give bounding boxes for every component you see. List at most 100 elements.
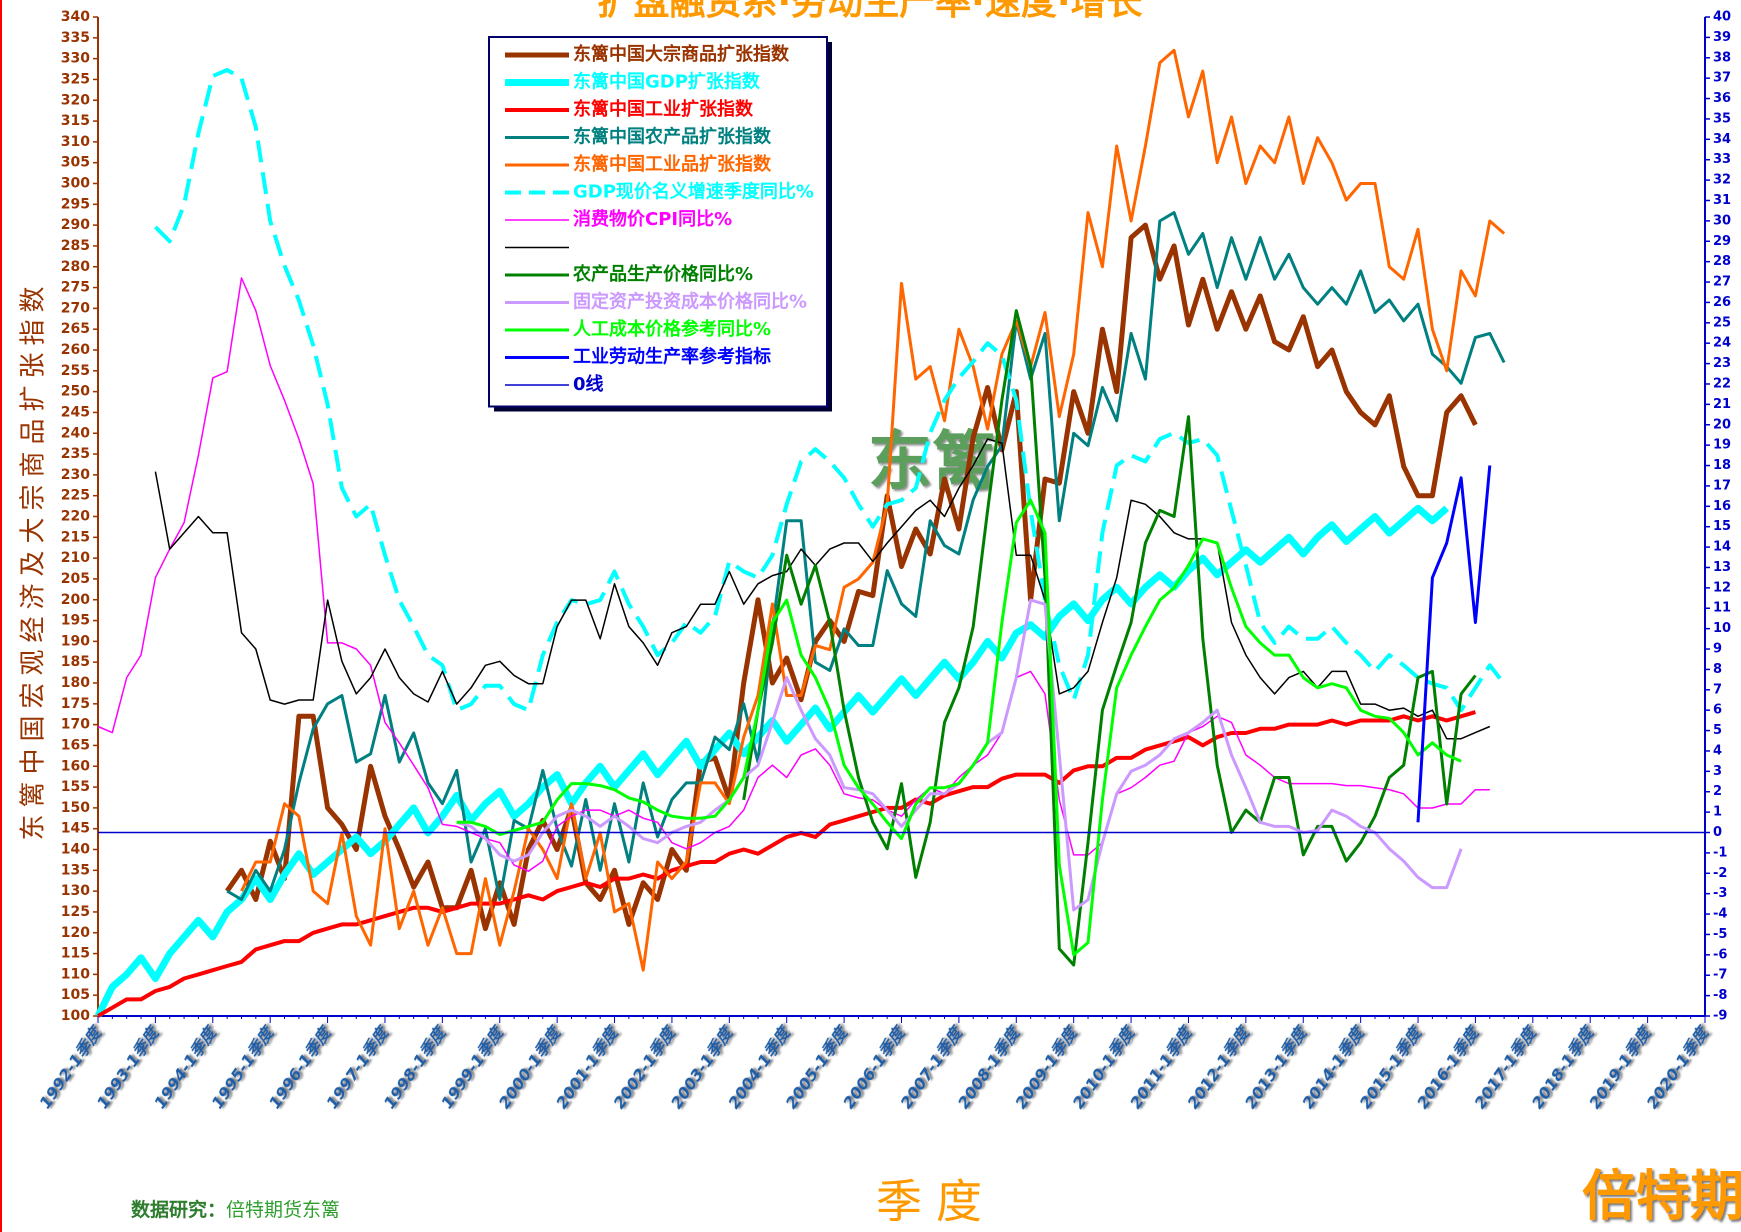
y-tick-label: 245 (61, 404, 90, 420)
y-tick-label: 215 (61, 529, 90, 545)
series-line (456, 598, 1463, 912)
y2-tick-label: -2 (1713, 866, 1727, 881)
y-tick-label: 185 (61, 654, 90, 670)
legend-label: 农产品生产价格同比% (572, 263, 753, 285)
y2-tick-label: 15 (1713, 519, 1731, 534)
y-tick-label: 175 (61, 696, 90, 712)
y-tick-label: 260 (61, 342, 90, 358)
y-tick-label: 240 (61, 425, 90, 441)
y-tick-label: 195 (61, 613, 90, 629)
y2-tick-label: 28 (1713, 254, 1731, 269)
legend-label: 东篱中国农产品扩张指数 (573, 126, 772, 148)
series-line (97, 277, 1490, 872)
y-tick-label: 280 (61, 259, 90, 275)
series-line (240, 48, 1506, 972)
y-axis-title: 东篱中国宏观经济及大宗商品扩张指数 (19, 279, 49, 840)
y2-tick-label: 37 (1713, 71, 1731, 86)
y2-tick-label: 10 (1713, 621, 1731, 636)
y-tick-label: 320 (61, 92, 90, 108)
legend-label: 东篱中国大宗商品扩张指数 (573, 43, 790, 65)
y-tick-label: 265 (61, 321, 90, 337)
y2-tick-label: 2 (1713, 784, 1722, 799)
y2-tick-label: 26 (1713, 295, 1731, 310)
legend-label: GDP现价名义增速季度同比% (573, 181, 814, 203)
legend-label: 人工成本价格参考同比% (573, 318, 771, 340)
legend-label: 工业劳动生产率参考指标 (573, 346, 771, 368)
y-tick-label: 310 (61, 134, 90, 150)
y2-tick-label: 21 (1713, 397, 1731, 412)
legend-label: 东篱中国工业品扩张指数 (573, 153, 772, 175)
source-name: 倍特期货东篱 (226, 1199, 340, 1221)
y2-tick-label: -1 (1713, 845, 1727, 860)
y-tick-label: 295 (61, 196, 90, 212)
y2-tick-label: 8 (1713, 662, 1722, 677)
chart-title: 扩盘融资系·劳动生产率·速度·增长 (597, 0, 1142, 23)
y2-tick-label: 24 (1713, 336, 1731, 351)
y2-tick-label: 33 (1713, 152, 1731, 167)
y2-tick-label: 29 (1713, 234, 1731, 249)
y2-tick-label: 32 (1713, 173, 1731, 188)
series-line (456, 498, 1462, 957)
y-tick-label: 200 (61, 592, 90, 608)
y-tick-label: 110 (61, 966, 90, 982)
y2-tick-label: 40 (1713, 10, 1731, 25)
x-axis-title: 季度 (876, 1175, 996, 1229)
legend-label: 固定资产投资成本价格同比% (573, 291, 807, 313)
y2-tick-label: 5 (1713, 723, 1722, 738)
y2-tick-label: -5 (1713, 927, 1727, 942)
y2-tick-label: 22 (1713, 376, 1731, 391)
y-tick-label: 335 (61, 30, 90, 46)
y2-tick-label: 4 (1713, 743, 1722, 758)
y2-tick-label: 36 (1713, 91, 1731, 106)
y-tick-label: 205 (61, 571, 90, 587)
series-line (226, 211, 1506, 901)
y-tick-label: 270 (61, 300, 90, 316)
y2-tick-label: 3 (1713, 764, 1722, 779)
y2-tick-label: 38 (1713, 50, 1731, 65)
y-tick-label: 170 (61, 717, 90, 733)
y-tick-label: 275 (61, 280, 90, 296)
y2-tick-label: 7 (1713, 682, 1722, 697)
y-tick-label: 115 (61, 946, 90, 962)
y2-tick-label: 0 (1713, 825, 1722, 840)
y-tick-label: 145 (61, 821, 90, 837)
series-line (742, 309, 1477, 967)
y-tick-label: 325 (61, 71, 90, 87)
legend-label: 消费物价CPI同比% (573, 208, 732, 230)
series-line (96, 710, 1476, 1018)
y-tick-label: 160 (61, 758, 90, 774)
y2-tick-label: -7 (1713, 968, 1727, 983)
y2-tick-label: 13 (1713, 560, 1731, 575)
y2-tick-label: 27 (1713, 275, 1731, 290)
y-tick-label: 305 (61, 155, 90, 171)
y-tick-label: 120 (61, 925, 90, 941)
legend-label: 东篱中国工业扩张指数 (573, 98, 754, 120)
series-line (154, 438, 1491, 740)
legend-box (488, 36, 828, 408)
y-tick-label: 235 (61, 446, 90, 462)
y-tick-label: 190 (61, 633, 90, 649)
y2-tick-label: 16 (1713, 499, 1731, 514)
y-tick-label: 165 (61, 737, 90, 753)
y-tick-label: 315 (61, 113, 90, 129)
y2-tick-label: 23 (1713, 356, 1731, 371)
y-tick-label: 125 (61, 904, 90, 920)
y2-tick-label: 20 (1713, 417, 1731, 432)
y-tick-label: 180 (61, 675, 90, 691)
y-tick-label: 100 (61, 1008, 90, 1024)
y2-tick-label: 12 (1713, 580, 1731, 595)
y-tick-label: 105 (61, 987, 90, 1003)
y2-tick-label: 17 (1713, 478, 1731, 493)
y-tick-label: 150 (61, 800, 90, 816)
y2-tick-label: 18 (1713, 458, 1731, 473)
series-line (1416, 465, 1492, 823)
y-tick-label: 210 (61, 550, 90, 566)
y-tick-label: 290 (61, 217, 90, 233)
y2-tick-label: -3 (1713, 886, 1727, 901)
source: 数据研究：倍特期货东篱 (131, 1198, 340, 1221)
y-tick-label: 340 (61, 9, 90, 25)
y2-tick-label: 25 (1713, 315, 1731, 330)
logo: 倍特期货 (1582, 1165, 1741, 1228)
y-tick-label: 300 (61, 176, 90, 192)
